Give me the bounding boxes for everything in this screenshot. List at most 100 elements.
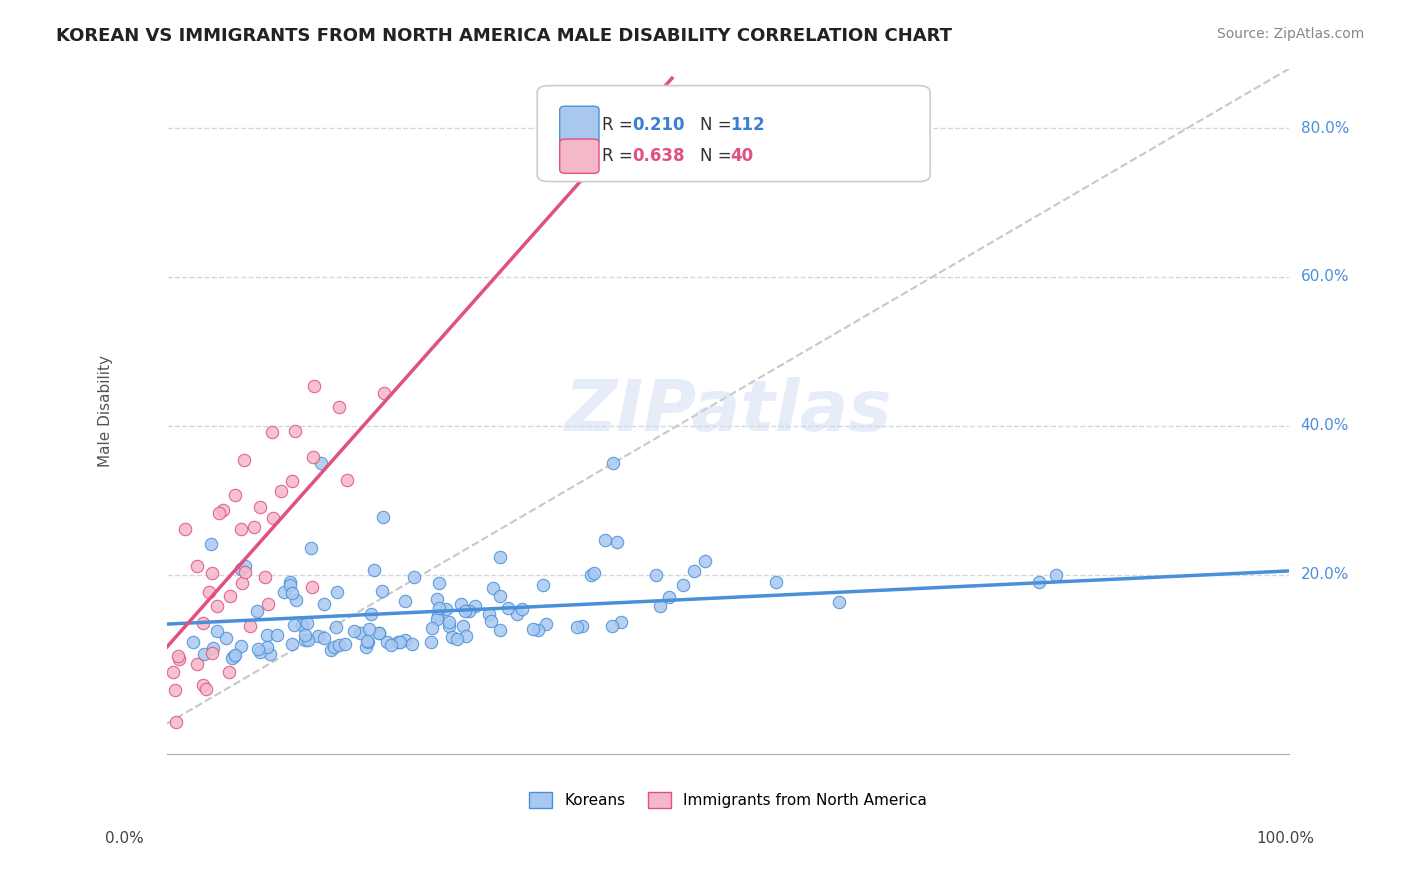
Point [427,600,450,615]
Point [510,602,533,616]
Point [174,522,197,536]
Point [314,631,336,645]
Point [319,643,342,657]
Point [294,632,316,647]
Point [336,473,359,487]
Point [481,614,503,628]
Point [437,619,460,633]
Point [522,622,544,636]
Point [302,379,325,393]
Point [197,585,219,599]
Point [325,619,347,633]
Point [478,607,501,621]
Point [301,580,323,594]
Point [262,511,284,525]
Point [440,630,463,644]
Point [307,629,329,643]
Point [645,568,668,582]
Point [437,615,460,629]
Point [389,635,412,649]
Point [457,604,479,618]
Point [765,575,787,590]
Point [343,624,366,639]
FancyBboxPatch shape [537,86,931,182]
Point [239,619,262,633]
Point [222,649,245,664]
Point [231,522,253,536]
Point [181,635,204,649]
Point [451,618,474,632]
Text: KOREAN VS IMMIGRANTS FROM NORTH AMERICA MALE DISABILITY CORRELATION CHART: KOREAN VS IMMIGRANTS FROM NORTH AMERICA … [56,27,952,45]
Point [453,604,475,618]
Point [162,665,184,679]
Point [278,575,301,590]
Point [278,577,301,591]
Point [309,456,332,470]
Point [233,452,256,467]
Point [610,615,633,630]
Point [215,631,238,645]
Point [270,484,292,499]
Point [368,626,391,640]
Point [205,624,228,638]
Text: 0.210: 0.210 [633,116,685,134]
Point [648,599,671,613]
Point [1028,574,1050,589]
Point [224,648,246,662]
Point [229,640,252,654]
Point [602,456,624,470]
Text: 40: 40 [730,147,754,165]
Point [387,634,409,648]
Point [683,564,706,578]
Point [218,665,240,680]
Point [371,510,394,524]
Point [167,648,190,663]
Point [356,634,378,648]
Point [191,678,214,692]
Point [354,640,377,654]
Point [672,577,695,591]
Text: Source: ZipAtlas.com: Source: ZipAtlas.com [1216,27,1364,41]
Point [567,620,589,634]
Point [420,635,443,649]
Text: 0.0%: 0.0% [105,831,145,846]
Point [488,550,510,565]
Point [1045,568,1067,582]
Point [256,640,278,655]
Point [262,425,284,439]
Point [299,541,322,556]
FancyBboxPatch shape [560,106,599,144]
Point [328,401,350,415]
Point [454,629,477,643]
Point [531,577,554,591]
Point [208,506,231,520]
Point [221,650,243,665]
Point [359,622,381,636]
Point [283,618,305,632]
FancyBboxPatch shape [560,139,599,173]
Point [233,565,256,579]
Point [427,607,450,622]
Point [401,637,423,651]
Text: N =: N = [700,116,737,134]
Point [243,520,266,534]
Point [427,576,450,591]
Point [380,638,402,652]
Point [229,562,252,576]
Point [606,535,628,549]
Point [291,618,314,632]
Point [167,652,190,666]
Point [302,450,325,464]
Point [253,570,276,584]
Point [446,632,468,646]
Point [349,625,371,640]
Point [593,533,616,548]
Point [394,633,416,648]
Point [488,589,510,603]
Point [373,386,395,401]
Point [246,604,269,618]
Point [193,647,215,661]
Point [363,563,385,577]
Point [450,598,472,612]
Point [600,619,623,633]
